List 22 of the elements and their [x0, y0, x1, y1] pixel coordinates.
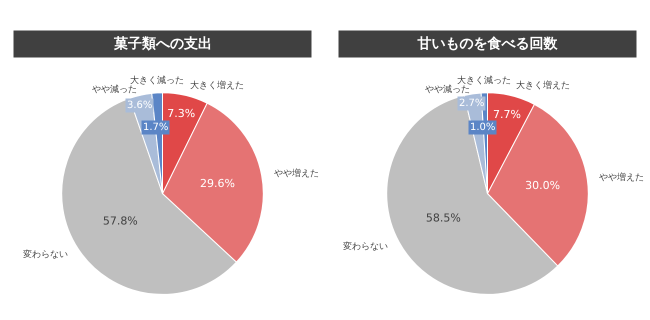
data-label: 1.7% — [143, 122, 168, 133]
slice-label: 大きく増えた — [190, 80, 244, 91]
slice-label: 変わらない — [23, 249, 68, 260]
data-label: 57.8% — [102, 214, 138, 228]
slice-label: やや減った — [92, 84, 137, 95]
slice-label: 大きく減った — [130, 75, 184, 86]
slice-label: 大きく増えた — [516, 80, 570, 91]
data-label: 3.6% — [127, 100, 152, 111]
slice-label: 大きく減った — [457, 75, 511, 86]
data-label: 7.7% — [493, 108, 521, 122]
chart-title: 甘いものを食べる回数 — [416, 36, 558, 52]
slice-label: やや増えた — [599, 172, 644, 183]
data-label: 2.7% — [459, 98, 484, 109]
slice-label: やや増えた — [274, 168, 319, 179]
slice-label: 変わらない — [343, 241, 388, 252]
data-label: 30.0% — [525, 179, 560, 192]
data-label: 7.3% — [167, 107, 196, 120]
chart-title: 菓子類への支出 — [113, 36, 212, 52]
data-label: 58.5% — [426, 211, 461, 224]
data-label: 29.6% — [200, 176, 235, 190]
data-label: 1.0% — [470, 122, 496, 133]
slice-label: やや減った — [425, 84, 470, 95]
